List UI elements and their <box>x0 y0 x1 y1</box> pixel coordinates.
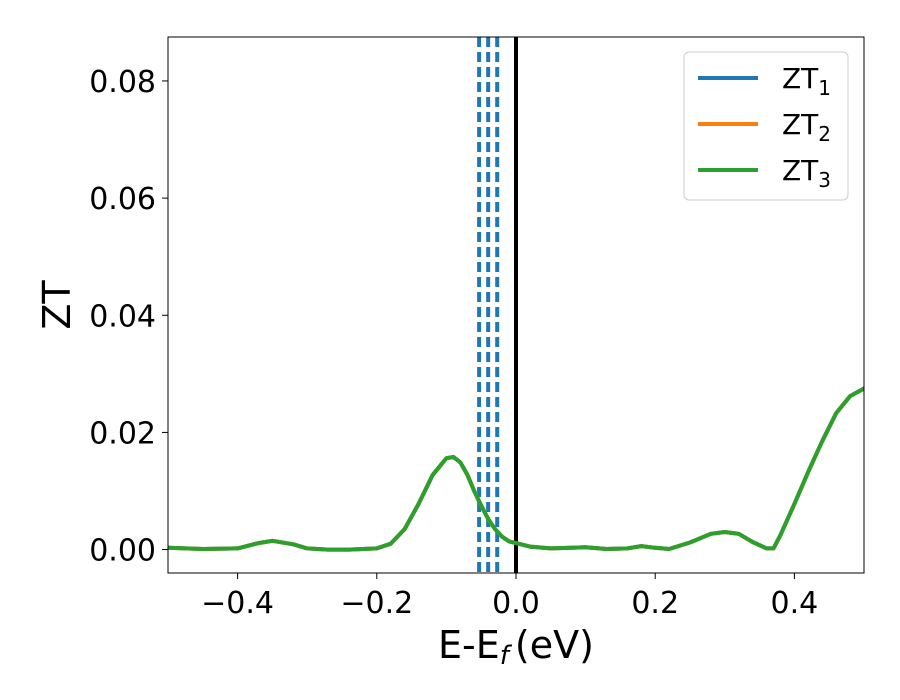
y-tick-label: 0.00 <box>89 534 156 569</box>
x-tick-label: −0.2 <box>340 586 413 621</box>
y-axis-label: ZT <box>35 280 79 330</box>
legend-box <box>683 51 849 201</box>
y-tick-label: 0.02 <box>89 416 156 451</box>
x-tick-label: 0.0 <box>492 586 540 621</box>
vertical-reference-lines <box>477 37 518 573</box>
x-axis-label-sub: f <box>500 641 513 671</box>
series-lines <box>168 386 864 552</box>
legend-label-zt2: ZT2 <box>782 108 831 146</box>
x-tick-label: 0.2 <box>631 586 679 621</box>
legend-label-zt3: ZT3 <box>782 154 831 192</box>
y-tick-label: 0.08 <box>89 65 156 100</box>
y-tick-label: 0.06 <box>89 182 156 217</box>
legend-label-zt1: ZT1 <box>782 62 831 100</box>
x-axis-label: E-Ef (eV) <box>438 623 594 671</box>
x-axis-ticks: −0.4 −0.2 0.0 0.2 0.4 <box>201 573 818 621</box>
x-axis-label-unit: (eV) <box>515 623 594 667</box>
plot-area <box>168 37 864 573</box>
x-tick-label: −0.4 <box>201 586 274 621</box>
legend: ZT1 ZT2 ZT3 <box>683 51 849 201</box>
series-line-zt3 <box>168 386 864 552</box>
x-tick-label: 0.4 <box>771 586 819 621</box>
y-axis-ticks: 0.00 0.02 0.04 0.06 0.08 <box>89 65 168 569</box>
y-tick-label: 0.04 <box>89 299 156 334</box>
x-axis-label-main: E-E <box>438 623 500 667</box>
